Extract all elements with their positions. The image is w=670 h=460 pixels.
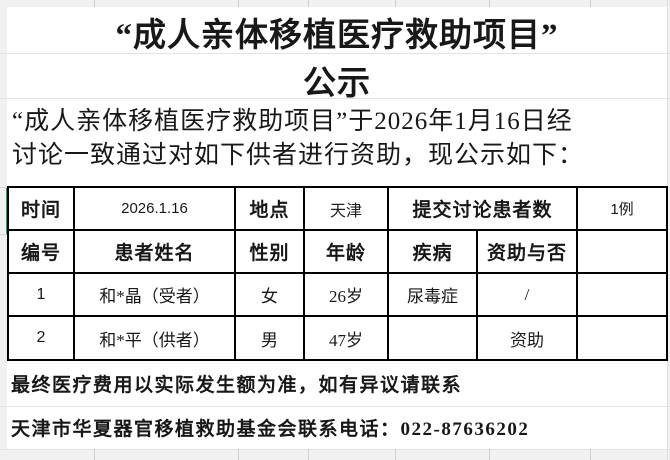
- gridline: [590, 449, 591, 460]
- contact-info: 天津市华夏器官移植救助基金会联系电话：022-87636202: [11, 419, 530, 440]
- patient-count-value-cell[interactable]: 1例: [576, 186, 669, 231]
- cell-age[interactable]: 26岁: [303, 272, 389, 317]
- disclaimer-note: 最终医疗费用以实际发生额为准，如有异议请联系: [11, 375, 463, 396]
- gridline: [94, 449, 95, 460]
- announcement-table: 时间 2026.1.16 地点 天津 提交讨论患者数 1例 编号 患者姓名 性别…: [7, 186, 669, 361]
- gridline: [308, 0, 309, 7]
- table-row: 2 和*平（供者） 男 47岁 资助: [7, 315, 669, 361]
- gridline: [0, 406, 670, 407]
- place-label-cell[interactable]: 地点: [234, 186, 305, 231]
- header-cell-id[interactable]: 编号: [7, 229, 75, 274]
- cell-name[interactable]: 和*晶（受者）: [73, 272, 236, 317]
- gridline: [0, 53, 670, 54]
- cell-id[interactable]: 2: [7, 315, 75, 361]
- gridline: [308, 449, 309, 460]
- gridline: [0, 98, 670, 99]
- cell-funded[interactable]: /: [475, 272, 579, 317]
- intro-line-2: 讨论一致通过对如下供者进行资助，现公示如下：: [12, 142, 585, 169]
- cell-gender[interactable]: 女: [234, 272, 305, 317]
- header-cell-funded[interactable]: 资助与否: [475, 229, 579, 274]
- gridline: [590, 0, 591, 7]
- gridline: [0, 187, 7, 188]
- cell-extra[interactable]: [576, 315, 669, 361]
- column-header-row: 编号 患者姓名 性别 年龄 疾病 资助与否: [7, 229, 669, 274]
- gridline: [489, 0, 490, 7]
- place-value-cell[interactable]: 天津: [303, 186, 389, 231]
- gridline: [489, 449, 490, 460]
- gridline: [667, 0, 668, 460]
- cell-id[interactable]: 1: [7, 272, 75, 317]
- gridline: [0, 449, 670, 450]
- gridline: [395, 449, 396, 460]
- gridline: [94, 0, 95, 7]
- time-label-cell[interactable]: 时间: [7, 186, 75, 231]
- page-subtitle: 公示: [303, 66, 371, 102]
- header-cell-extra[interactable]: [576, 229, 669, 274]
- gridline: [238, 449, 239, 460]
- time-value-cell[interactable]: 2026.1.16: [73, 186, 236, 231]
- cell-funded[interactable]: 资助: [475, 315, 579, 361]
- intro-paragraph: “成人亲体移植医疗救助项目”于2026年1月16日经 讨论一致通过对如下供者进行…: [12, 105, 662, 173]
- header-cell-age[interactable]: 年龄: [303, 229, 389, 274]
- gridline: [0, 234, 7, 235]
- cell-gender[interactable]: 男: [234, 315, 305, 361]
- info-row: 时间 2026.1.16 地点 天津 提交讨论患者数 1例: [7, 186, 669, 231]
- table-row: 1 和*晶（受者） 女 26岁 尿毒症 /: [7, 272, 669, 317]
- header-cell-gender[interactable]: 性别: [234, 229, 305, 274]
- header-cell-disease[interactable]: 疾病: [387, 229, 478, 274]
- patient-count-label-cell[interactable]: 提交讨论患者数: [386, 186, 579, 231]
- gridline: [395, 0, 396, 7]
- cell-extra[interactable]: [576, 272, 669, 317]
- cell-disease[interactable]: 尿毒症: [387, 272, 478, 317]
- cell-age[interactable]: 47岁: [303, 315, 389, 361]
- page-title: “成人亲体移植医疗救助项目”: [115, 18, 559, 54]
- intro-line-1: “成人亲体移植医疗救助项目”于2026年1月16日经: [12, 108, 573, 135]
- cell-name[interactable]: 和*平（供者）: [73, 315, 236, 361]
- gridline: [238, 0, 239, 7]
- cell-disease[interactable]: [387, 315, 478, 361]
- header-cell-name[interactable]: 患者姓名: [73, 229, 236, 274]
